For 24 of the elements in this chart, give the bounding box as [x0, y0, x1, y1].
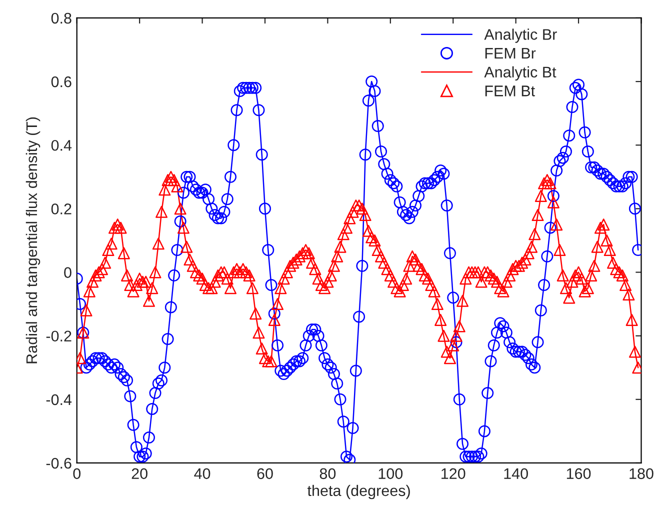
- x-tick-label: 140: [504, 468, 528, 480]
- y-axis-title: Radial and tangential flux density (T): [26, 117, 40, 364]
- x-tick-label: 0: [73, 468, 81, 480]
- x-tick-label: 60: [257, 468, 273, 480]
- y-tick-label: -0.2: [46, 330, 72, 342]
- x-tick-label: 160: [566, 468, 591, 480]
- x-tick-label: 80: [320, 468, 336, 480]
- y-tick-label: 0.8: [51, 12, 72, 24]
- x-tick-label: 20: [132, 468, 148, 480]
- legend-label: FEM Bt: [485, 86, 535, 96]
- y-tick-label: -0.6: [46, 458, 72, 469]
- y-tick-label: 0.2: [51, 204, 72, 214]
- y-tick-label: -0.4: [46, 394, 72, 406]
- x-tick-label: 40: [194, 468, 210, 480]
- x-tick-label: 180: [630, 468, 654, 480]
- y-tick-label: 0.4: [51, 140, 72, 151]
- x-tick-label: 120: [442, 468, 466, 480]
- y-tick-label: 0.6: [51, 76, 72, 88]
- legend-label: FEM Br: [485, 48, 536, 59]
- x-tick-label: 100: [378, 468, 403, 480]
- legend-label: Analytic Br: [484, 28, 557, 43]
- x-axis-title: theta (degrees): [307, 484, 410, 500]
- legend-label: Analytic Bt: [484, 66, 556, 81]
- y-tick-label: 0: [64, 267, 72, 278]
